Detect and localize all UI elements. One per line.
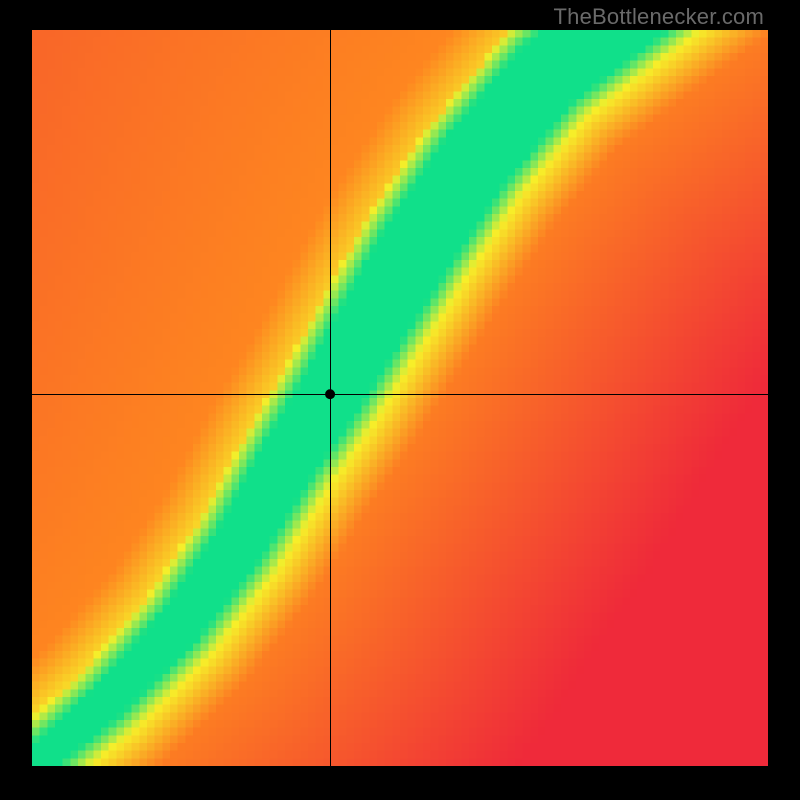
chart-frame: TheBottlenecker.com [0,0,800,800]
crosshair-overlay [0,0,800,800]
